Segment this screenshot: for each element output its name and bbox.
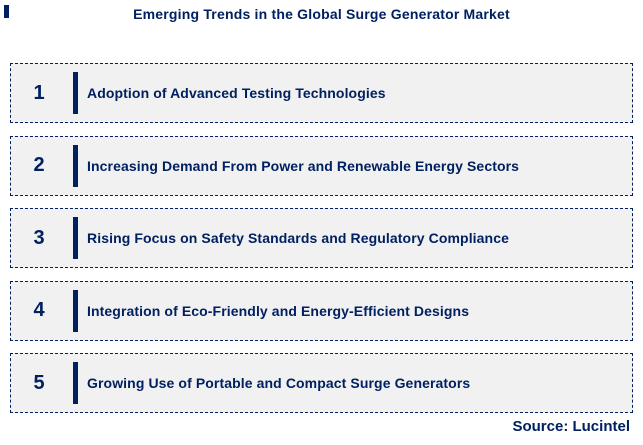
trend-number: 4 <box>33 299 45 321</box>
page-title: Emerging Trends in the Global Surge Gene… <box>133 6 510 22</box>
trend-number: 5 <box>33 371 45 394</box>
source-credit: Source: Lucintel <box>512 418 630 435</box>
trend-divider-bar <box>73 144 78 187</box>
trend-label: Adoption of Advanced Testing Technologie… <box>87 85 386 101</box>
trend-row: 1 Adoption of Advanced Testing Technolog… <box>10 63 633 123</box>
trends-list: 1 Adoption of Advanced Testing Technolog… <box>10 63 633 413</box>
trend-row: 4 Integration of Eco-Friendly and Energy… <box>10 280 633 341</box>
trend-label: Growing Use of Portable and Compact Surg… <box>87 375 471 391</box>
top-left-mark <box>4 5 9 18</box>
trend-divider-bar <box>73 217 78 259</box>
trend-label: Integration of Eco-Friendly and Energy-E… <box>87 302 470 319</box>
trend-number: 3 <box>33 226 45 249</box>
trend-divider-bar <box>73 362 78 404</box>
trend-divider-bar <box>73 72 78 114</box>
trend-row: 2 Increasing Demand From Power and Renew… <box>10 135 633 196</box>
trend-divider-bar <box>73 289 78 332</box>
trend-row: 3 Rising Focus on Safety Standards and R… <box>10 208 633 268</box>
trend-label: Increasing Demand From Power and Renewab… <box>87 157 520 174</box>
trend-label: Rising Focus on Safety Standards and Reg… <box>87 230 509 246</box>
trend-row: 5 Growing Use of Portable and Compact Su… <box>10 353 633 413</box>
trend-number: 2 <box>33 154 45 176</box>
trend-number: 1 <box>33 81 45 104</box>
